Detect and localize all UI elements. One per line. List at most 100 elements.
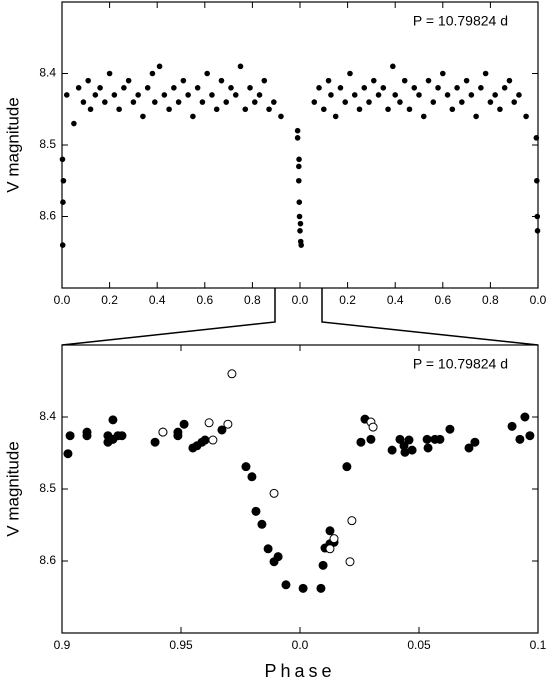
- data-point: [342, 462, 352, 472]
- data-point: [520, 412, 530, 422]
- data-point: [296, 163, 302, 170]
- x-tick-label: 0.6: [434, 293, 451, 307]
- data-point: [416, 92, 422, 98]
- x-tick-label: 0.0: [530, 293, 547, 307]
- data-point: [525, 431, 535, 441]
- data-point: [59, 242, 66, 248]
- data-point: [395, 434, 405, 444]
- data-point: [454, 85, 460, 91]
- data-point: [173, 431, 183, 441]
- data-point: [329, 534, 339, 544]
- data-point: [261, 77, 268, 84]
- data-point: [60, 199, 66, 205]
- data-point: [533, 135, 540, 141]
- data-point: [237, 63, 244, 70]
- data-point: [190, 113, 196, 120]
- data-point: [228, 85, 234, 91]
- data-point: [204, 418, 214, 428]
- data-point: [347, 70, 353, 77]
- x-tick-label: 0.0: [292, 293, 309, 307]
- data-point: [534, 177, 540, 184]
- data-point: [390, 63, 396, 70]
- data-point: [179, 419, 189, 429]
- x-tick-label: 0.4: [149, 293, 166, 307]
- data-point: [298, 242, 304, 248]
- y-axis-label: V magnitude: [3, 441, 22, 536]
- data-point: [213, 106, 220, 113]
- data-point: [316, 85, 322, 91]
- data-point: [487, 99, 494, 105]
- data-point: [296, 199, 303, 205]
- y-tick-label: 8.4: [39, 409, 56, 423]
- data-point: [108, 415, 118, 425]
- data-point: [325, 526, 335, 536]
- data-point: [204, 70, 210, 77]
- data-point: [130, 99, 137, 105]
- data-point: [506, 77, 513, 84]
- zoom-connector: [61, 288, 276, 346]
- data-point: [82, 427, 92, 437]
- data-point: [397, 99, 403, 105]
- data-point: [271, 99, 277, 105]
- data-point: [459, 99, 465, 105]
- data-point: [392, 92, 399, 98]
- data-point: [294, 127, 301, 134]
- data-point: [256, 92, 263, 98]
- data-point: [468, 92, 475, 98]
- data-point: [223, 99, 230, 105]
- data-point: [281, 580, 291, 590]
- data-point: [150, 437, 160, 447]
- data-point: [298, 583, 308, 593]
- data-point: [430, 99, 437, 105]
- data-point: [534, 213, 541, 220]
- data-point: [144, 85, 151, 91]
- data-point: [116, 106, 122, 113]
- data-point: [266, 106, 272, 113]
- data-point: [445, 424, 455, 434]
- x-tick-label: 0.6: [196, 293, 213, 307]
- data-point: [241, 462, 251, 472]
- data-point: [337, 85, 344, 91]
- data-point: [368, 422, 378, 432]
- data-point: [59, 156, 66, 163]
- data-point: [473, 113, 479, 120]
- data-point: [297, 220, 304, 227]
- data-point: [361, 85, 368, 91]
- data-point: [347, 516, 357, 526]
- data-point: [232, 92, 239, 98]
- data-point: [218, 77, 225, 84]
- data-point: [71, 120, 77, 127]
- zoom-connector: [321, 288, 539, 346]
- data-point: [516, 92, 522, 98]
- x-tick-label: 0.95: [169, 638, 193, 652]
- data-point: [325, 77, 332, 84]
- data-point: [102, 99, 108, 105]
- data-point: [423, 443, 433, 453]
- data-point: [345, 557, 355, 567]
- data-point: [152, 99, 158, 105]
- annotation: P = 10.79824 d: [413, 356, 508, 372]
- data-point: [65, 431, 75, 441]
- data-point: [87, 106, 94, 113]
- data-point: [140, 113, 146, 120]
- data-point: [247, 472, 257, 482]
- data-point: [217, 425, 227, 435]
- data-point: [75, 85, 82, 91]
- data-point: [297, 228, 303, 234]
- data-point: [440, 70, 446, 77]
- data-point: [523, 113, 529, 120]
- data-point: [470, 437, 480, 447]
- x-tick-label: 0.0: [54, 293, 71, 307]
- data-point: [135, 92, 141, 98]
- data-point: [370, 77, 377, 84]
- data-point: [356, 437, 366, 447]
- data-point: [422, 434, 432, 444]
- data-point: [342, 99, 349, 105]
- y-axis-label: V magnitude: [3, 97, 22, 192]
- data-point: [482, 70, 489, 77]
- data-point: [375, 92, 382, 98]
- data-point: [294, 135, 301, 141]
- data-point: [401, 77, 408, 84]
- data-point: [223, 419, 233, 429]
